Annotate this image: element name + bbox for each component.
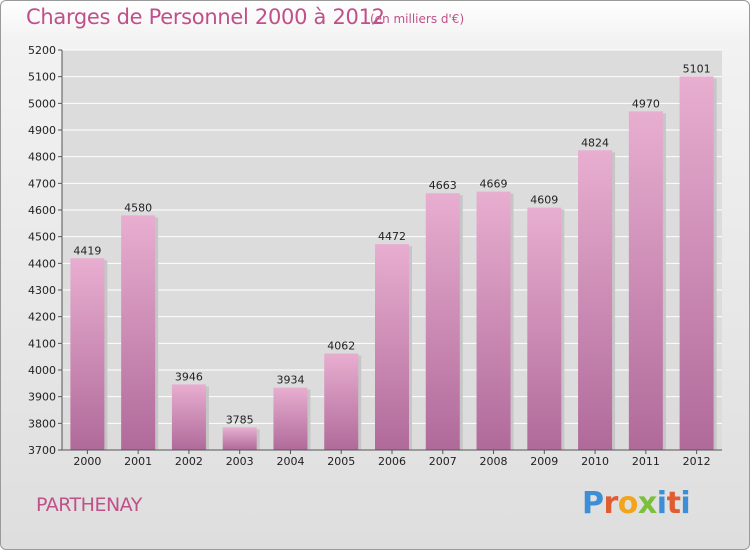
bar (171, 384, 206, 450)
y-tick-label: 3700 (28, 444, 56, 457)
bar (222, 427, 257, 450)
city-name: PARTHENAY (36, 494, 142, 516)
bar (578, 150, 613, 450)
x-tick-label: 2006 (378, 455, 406, 468)
y-tick-label: 4800 (28, 151, 56, 164)
x-tick-label: 2009 (530, 455, 558, 468)
bar (527, 207, 562, 450)
y-tick-label: 5200 (28, 44, 56, 57)
x-tick-label: 2000 (73, 455, 101, 468)
x-tick-label: 2012 (683, 455, 711, 468)
bar (70, 258, 105, 450)
logo-letter: P (582, 486, 604, 521)
logo-letter: i (680, 486, 691, 521)
bar (425, 193, 460, 450)
y-tick-label: 4000 (28, 364, 56, 377)
data-label: 4419 (73, 244, 101, 257)
data-label: 4609 (530, 194, 558, 207)
y-tick-label: 4400 (28, 257, 56, 270)
data-label: 4669 (480, 178, 508, 191)
y-tick-label: 3800 (28, 417, 56, 430)
y-tick-label: 4600 (28, 204, 56, 217)
bar (324, 353, 359, 450)
data-label: 3785 (226, 413, 254, 426)
data-label: 4970 (632, 97, 660, 110)
bar (628, 111, 663, 450)
x-tick-label: 2004 (276, 455, 304, 468)
x-tick-label: 2007 (429, 455, 457, 468)
y-tick-label: 4100 (28, 337, 56, 350)
logo-letter: t (666, 486, 681, 521)
logo-letter: o (617, 486, 639, 521)
y-tick-label: 3900 (28, 391, 56, 404)
y-tick-label: 4300 (28, 284, 56, 297)
chart-subtitle: (en milliers d'€) (370, 12, 465, 26)
x-axis-ticks: 2000 2001 2002 2003 2004 2005 2006 2007 2008 2009… (73, 450, 711, 468)
x-tick-label: 2003 (226, 455, 254, 468)
bar (375, 244, 409, 450)
bar (121, 215, 156, 450)
y-tick-label: 4500 (28, 231, 56, 244)
x-tick-label: 2005 (327, 455, 355, 468)
y-tick-label: 4200 (28, 311, 56, 324)
data-label: 5101 (683, 62, 711, 75)
y-tick-label: 4700 (28, 177, 56, 190)
data-label: 3934 (276, 374, 304, 387)
y-axis-ticks: 3700 3800 3900 4000 4100 4200 4300 4400 4500 4600… (28, 44, 62, 457)
logo-letter: x (637, 486, 657, 521)
y-tick-label: 4900 (28, 124, 56, 137)
proxiti-logo: Proxiti (582, 486, 691, 521)
data-label: 4663 (429, 179, 457, 192)
data-label: 4580 (124, 201, 152, 214)
x-tick-label: 2008 (480, 455, 508, 468)
data-label: 3946 (175, 370, 203, 383)
bars (70, 76, 717, 451)
x-tick-label: 2010 (581, 455, 609, 468)
x-tick-label: 2001 (124, 455, 152, 468)
logo-letter: i (656, 486, 667, 521)
data-label: 4472 (378, 230, 406, 243)
bar (679, 76, 714, 451)
data-label: 4824 (581, 136, 609, 149)
bar (476, 191, 511, 450)
bar (273, 387, 308, 450)
data-label: 4062 (327, 339, 355, 352)
y-tick-label: 5000 (28, 97, 56, 110)
data-labels: 4419 4580 3946 3785 3934 4062 4472 4663 4669 4609… (73, 62, 710, 426)
x-tick-label: 2011 (632, 455, 660, 468)
logo-letter: r (603, 486, 619, 521)
chart-title: Charges de Personnel 2000 à 2012 (26, 5, 385, 29)
y-tick-label: 5100 (28, 71, 56, 84)
x-tick-label: 2002 (175, 455, 203, 468)
